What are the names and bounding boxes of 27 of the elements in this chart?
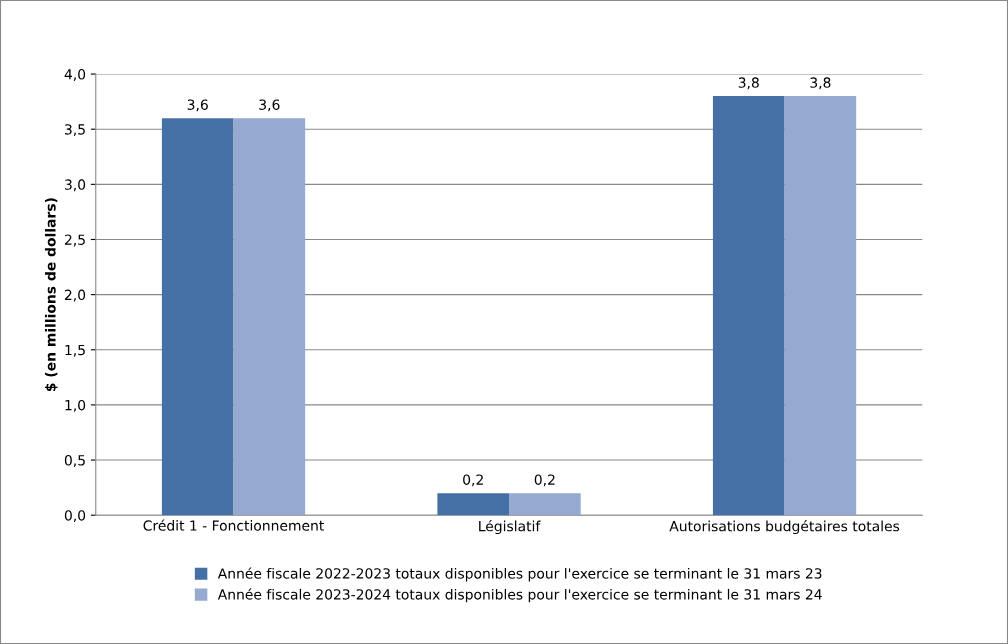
legend-label: Année fiscale 2022-2023 totaux disponibles pour l'exercice se terminant le 31 mars 23 xyxy=(217,567,822,582)
x-tick-label: Autorisations budgétaires totales xyxy=(669,520,900,535)
bar xyxy=(509,493,581,516)
y-tick-label: 3,5 xyxy=(65,124,85,137)
legend-label: Année fiscale 2023-2024 totaux disponibles pour l'exercice se terminant le 31 mars 24 xyxy=(217,588,822,603)
data-label: 3,6 xyxy=(259,99,280,112)
y-tick-label: 3,0 xyxy=(65,179,86,192)
bar xyxy=(161,118,234,516)
y-tick-label: 1,5 xyxy=(65,344,85,357)
data-label: 3,6 xyxy=(187,99,208,112)
data-label: 0,2 xyxy=(534,474,555,487)
x-tick-label: Crédit 1 - Fonctionnement xyxy=(143,519,324,531)
bar xyxy=(437,493,510,516)
y-tick-label: 0,5 xyxy=(64,455,85,467)
data-label: 3,8 xyxy=(738,77,759,90)
y-tick-label: 2,0 xyxy=(64,289,86,302)
y-axis-title: $ (en millions de dollars) xyxy=(44,198,58,392)
y-tick-label: 4,0 xyxy=(64,69,86,81)
bar xyxy=(784,96,857,516)
y-tick-label: 0,0 xyxy=(64,510,86,523)
bar xyxy=(233,118,306,516)
data-label: 0,2 xyxy=(463,474,483,487)
y-tick-label: 1,0 xyxy=(65,399,86,412)
y-tick-label: 2,5 xyxy=(64,234,85,247)
x-tick-label: Législatif xyxy=(479,520,541,535)
bar xyxy=(712,96,785,516)
data-label: 3,8 xyxy=(810,77,831,90)
